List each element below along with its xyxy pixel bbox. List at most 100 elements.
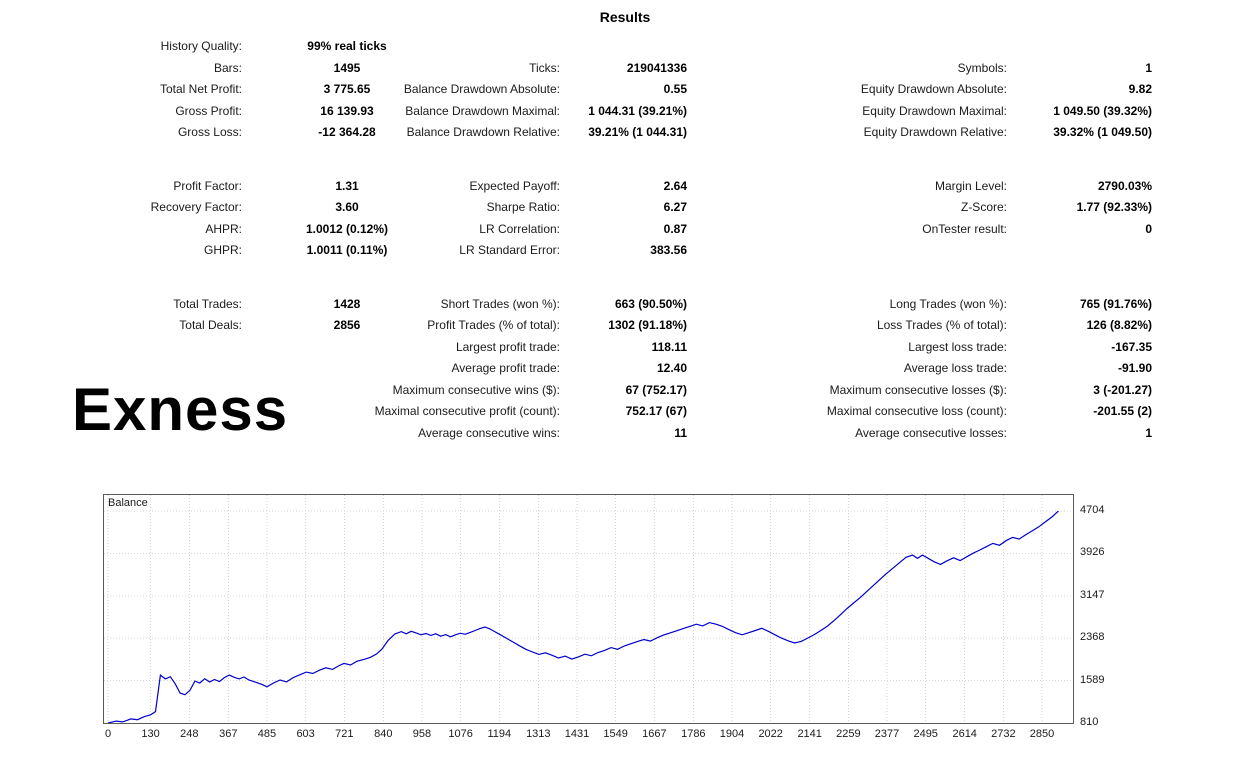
table-row: Recovery Factor: 3.60 Sharpe Ratio: 6.27 Z-S… (0, 197, 1250, 219)
stat-label: Z-Score: (960, 200, 1007, 214)
table-row: Total Net Profit: 3 775.65 Balance Drawdow… (0, 79, 1250, 101)
stat-label: Average loss trade: (903, 361, 1007, 375)
table-row: Average consecutive wins: 11 Average conse… (0, 423, 1250, 445)
table-row: Maximum consecutive wins ($): 67 (752.17)… (0, 380, 1250, 402)
stat-value: -201.55 (2) (1093, 404, 1152, 418)
stat-value: 11 (674, 425, 687, 440)
stat-label: Margin Level: (934, 178, 1007, 193)
stat-value: 39.32% (1 049.50) (1053, 125, 1152, 139)
stat-label: Average consecutive losses: (855, 425, 1007, 440)
stat-label: Maximum consecutive wins ($): (392, 382, 560, 397)
balance-chart-svg (104, 495, 1073, 723)
x-tick-label: 1076 (448, 728, 473, 740)
y-tick-label: 3926 (1080, 546, 1105, 559)
stat-value: 752.17 (67) (625, 404, 687, 418)
stat-value: 118.11 (651, 339, 687, 354)
x-tick-label: 2022 (758, 728, 783, 740)
table-row: Profit Factor: 1.31 Expected Payoff: 2.64 Ma… (0, 176, 1250, 198)
stat-label: Maximum consecutive losses ($): (829, 382, 1007, 397)
y-tick-label: 4704 (1080, 504, 1105, 517)
x-tick-label: 2377 (874, 728, 900, 740)
stat-value: 39.21% (1 044.31) (588, 125, 687, 139)
stat-label: Largest profit trade: (455, 339, 560, 354)
table-row: History Quality: 99% real ticks (0, 36, 1250, 58)
x-tick-label: 1786 (681, 728, 706, 740)
x-tick-label: 958 (412, 728, 432, 740)
stat-label: Total Net Profit: (159, 82, 242, 96)
stat-value: 9.82 (1128, 82, 1152, 96)
x-tick-label: 1313 (526, 728, 551, 740)
balance-line (107, 510, 1059, 723)
stat-label: Gross Loss: (177, 125, 242, 139)
stat-label: History Quality: (160, 39, 242, 53)
stat-value: 1495 (333, 60, 361, 75)
stat-label: Profit Factor: (173, 178, 242, 193)
x-tick-label: 248 (180, 728, 199, 740)
x-tick-label: 130 (141, 728, 160, 740)
stat-label: Recovery Factor: (150, 200, 242, 214)
stat-value: 16 139.93 (320, 103, 374, 118)
y-tick-label: 3147 (1080, 588, 1105, 601)
y-tick-label: 2368 (1080, 631, 1105, 644)
table-row: Largest profit trade: 118.11 Largest loss … (0, 337, 1250, 359)
stat-value: 1302 (91.18%) (608, 318, 687, 332)
stat-label: GHPR: (203, 243, 242, 257)
x-axis-labels: 0 130 248 367 485 603 721 840 958 1076 1194 1313 143… (104, 728, 1075, 743)
stat-value: 0.55 (663, 82, 687, 96)
stat-value: 3.60 (335, 200, 359, 214)
stat-label: Bars: (213, 60, 242, 75)
x-tick-label: 840 (374, 728, 393, 740)
stat-value: 1.0012 (0.12%) (305, 221, 389, 236)
stat-label: Average profit trade: (451, 361, 560, 375)
stat-label: Symbols: (957, 60, 1007, 75)
stat-value: 765 (91.76%) (1079, 296, 1152, 311)
stat-value: 1.77 (92.33%) (1076, 200, 1152, 214)
stat-value: -12 364.28 (318, 125, 376, 139)
stat-value: -167.35 (1111, 339, 1152, 354)
stat-value: 1 044.31 (39.21%) (588, 103, 687, 118)
table-row: AHPR: 1.0012 (0.12%) LR Correlation: 0.87 On… (0, 219, 1250, 241)
table-row: Total Trades: 1428 Short Trades (won %): 66… (0, 294, 1250, 316)
exness-watermark: Exness (72, 376, 289, 443)
stat-label: Expected Payoff: (469, 178, 560, 193)
table-row: Maximal consecutive profit (count): 752.1… (0, 401, 1250, 423)
stat-value: 0 (1145, 221, 1152, 236)
series-label: Balance (108, 497, 148, 509)
stat-value: 1.31 (335, 178, 359, 193)
stat-label: Balance Drawdown Relative: (406, 125, 560, 139)
stat-label: Gross Profit: (175, 103, 242, 118)
stat-value: 2856 (333, 318, 361, 332)
stat-label: Long Trades (won %): (889, 296, 1007, 311)
stat-label: LR Standard Error: (459, 243, 560, 257)
stat-label: Equity Drawdown Relative: (863, 125, 1007, 139)
stat-label: Equity Drawdown Absolute: (860, 82, 1007, 96)
stat-label: Balance Drawdown Maximal: (405, 103, 560, 118)
table-row: Gross Loss: -12 364.28 Balance Drawdown Re… (0, 122, 1250, 144)
x-tick-label: 2850 (1029, 728, 1055, 740)
stat-value: 1 (1145, 60, 1152, 75)
stat-label: Loss Trades (% of total): (876, 318, 1007, 332)
table-row: Gross Profit: 16 139.93 Balance Drawdown M… (0, 101, 1250, 123)
x-tick-label: 367 (219, 728, 238, 740)
x-tick-label: 2141 (797, 728, 822, 740)
x-tick-label: 721 (335, 728, 354, 740)
stat-value: 3 775.65 (323, 82, 371, 96)
x-tick-label: 2614 (952, 728, 977, 740)
stat-label: OnTester result: (922, 221, 1007, 236)
stat-label: LR Correlation: (479, 221, 560, 236)
stat-value: 663 (90.50%) (614, 296, 687, 311)
x-tick-label: 1431 (564, 728, 590, 740)
stat-value: 67 (752.17) (625, 382, 687, 397)
stat-value: -91.90 (1117, 361, 1152, 375)
stat-label: AHPR: (205, 221, 242, 236)
x-tick-label: 1549 (603, 728, 628, 740)
x-tick-label: 2495 (913, 728, 938, 740)
table-row: Total Deals: 2856 Profit Trades (% of tota… (0, 315, 1250, 337)
x-tick-label: 1194 (487, 728, 512, 740)
x-tick-label: 603 (296, 728, 315, 740)
stat-label: Equity Drawdown Maximal: (862, 103, 1007, 118)
x-tick-label: 0 (104, 728, 112, 740)
stat-value: 3 (-201.27) (1093, 382, 1152, 397)
y-tick-label: 1589 (1080, 673, 1105, 686)
y-axis-labels: 810 1589 2368 3147 3926 4704 (1080, 494, 1144, 728)
